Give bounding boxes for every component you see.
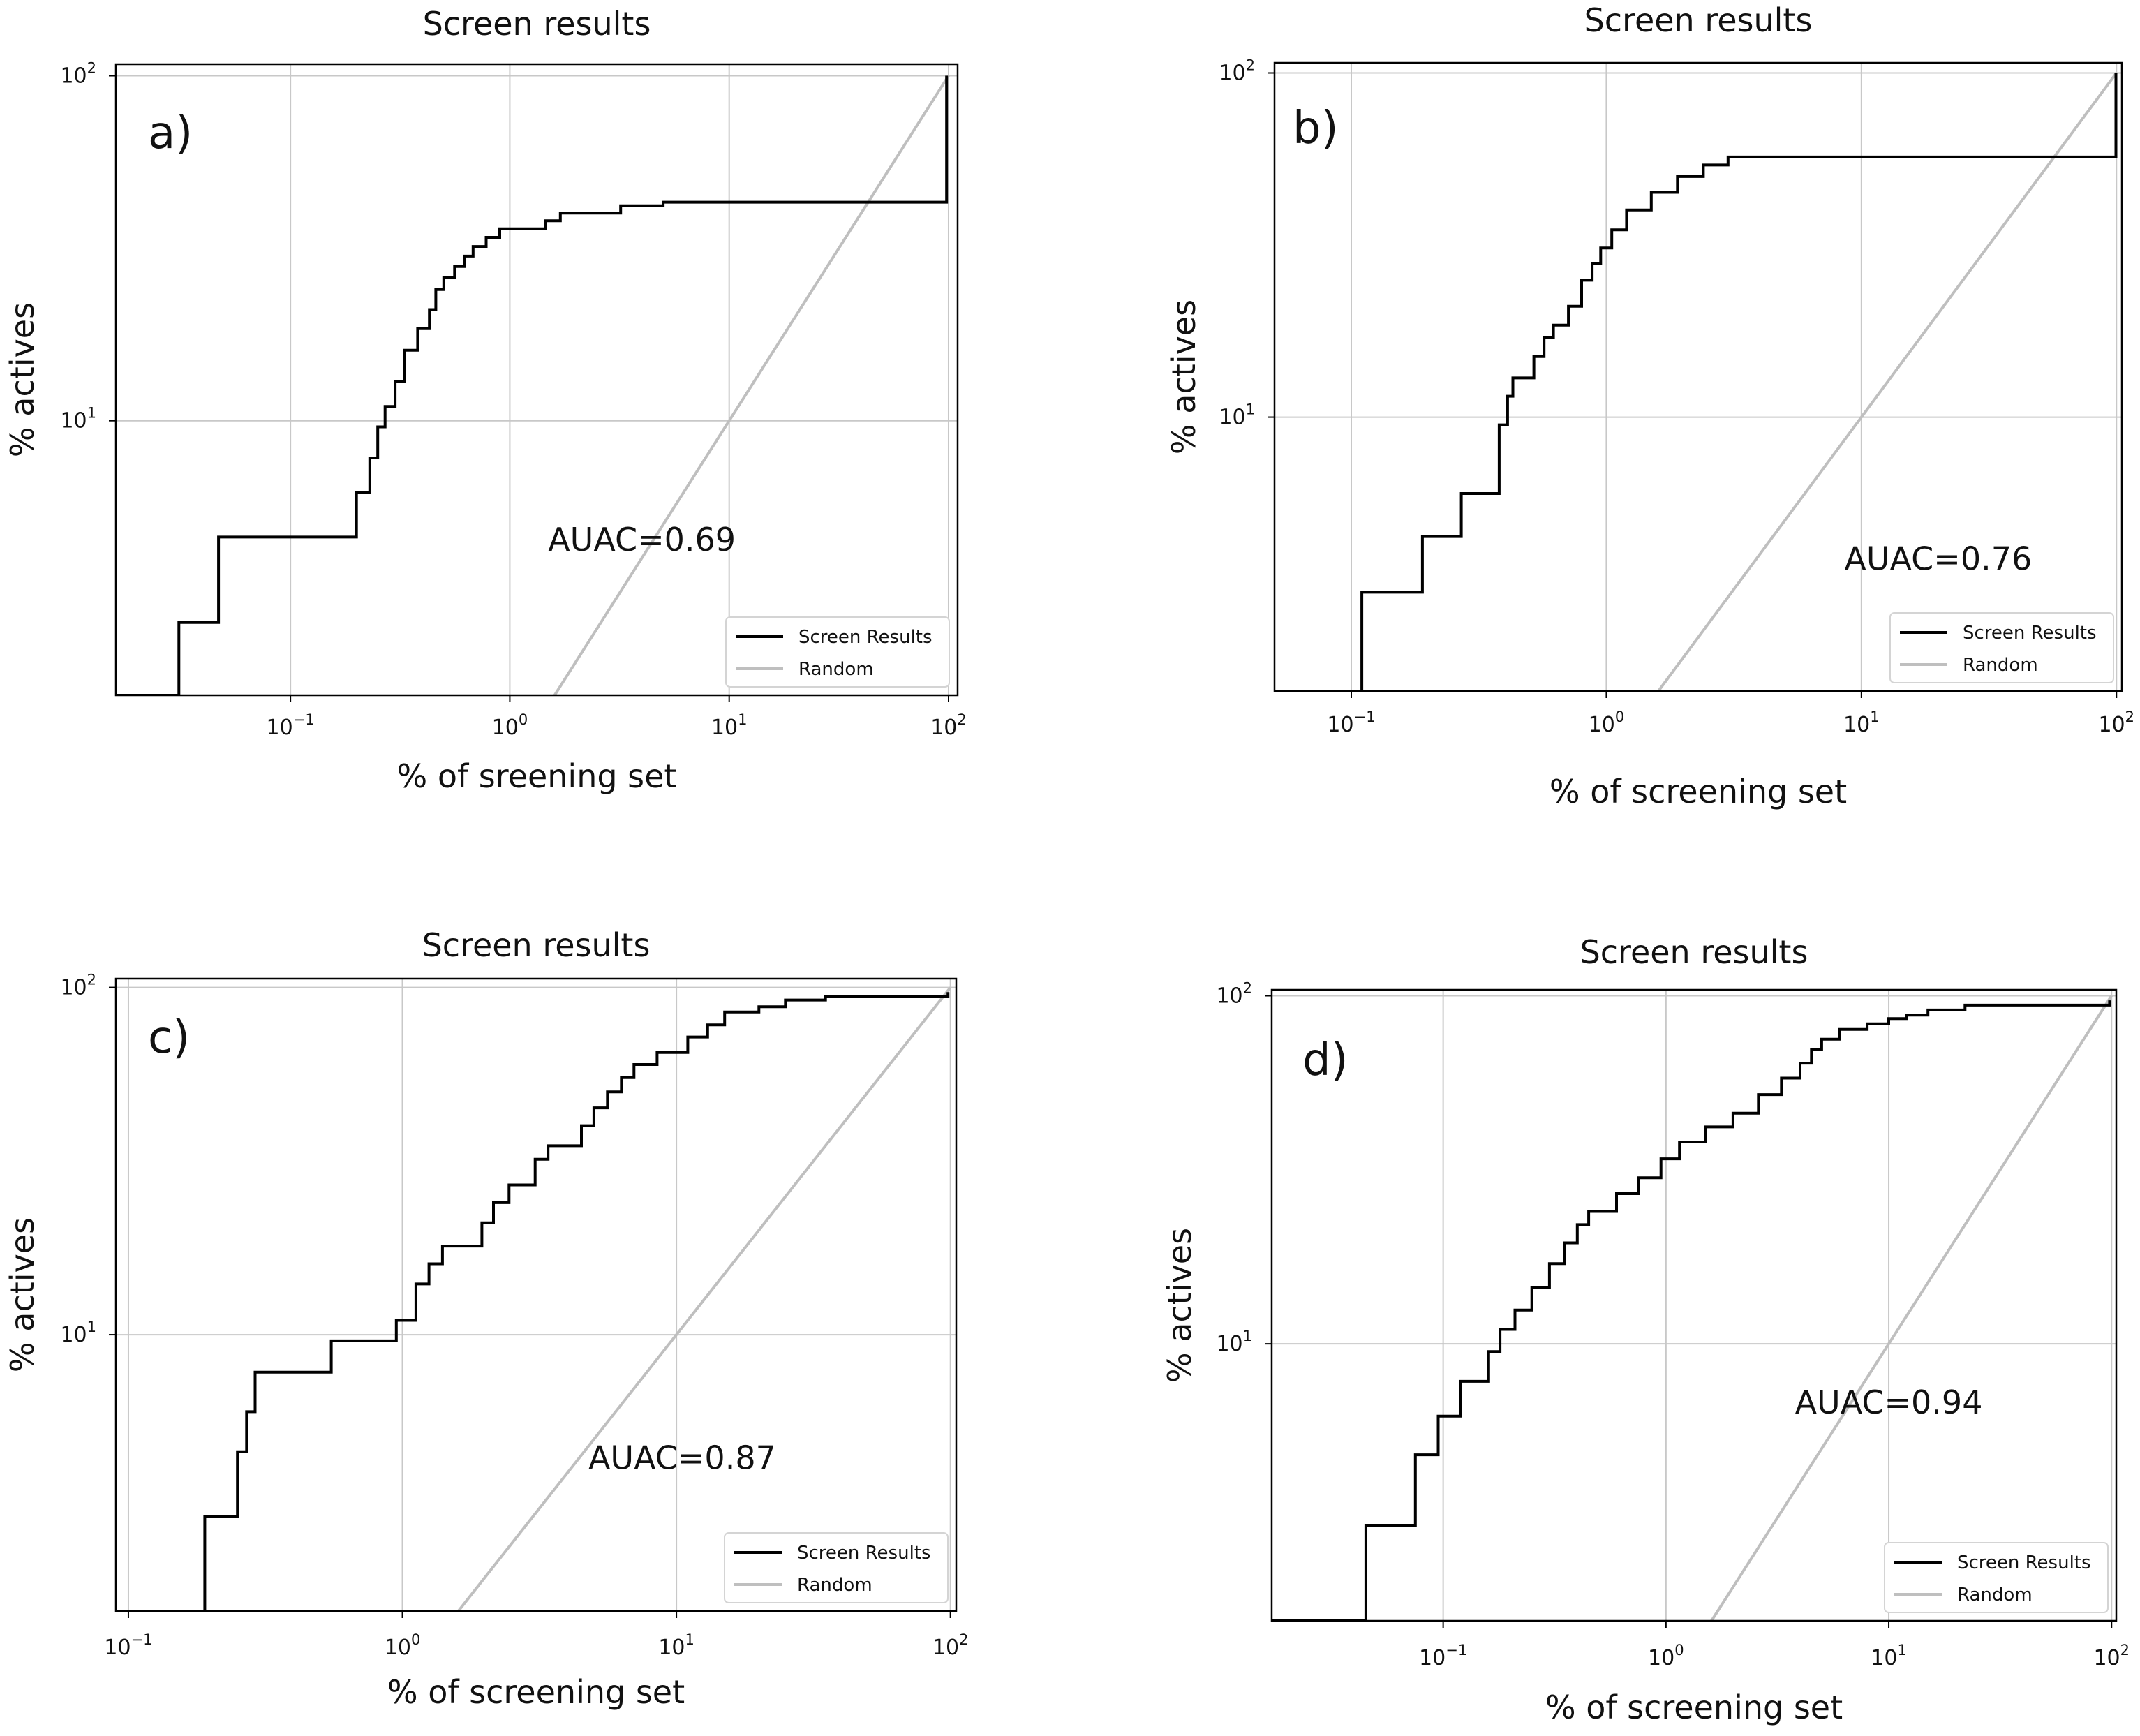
plot-frame [114, 63, 959, 697]
x-tick-label: 10−1 [1419, 1642, 1467, 1670]
x-tick-label: 102 [2098, 709, 2134, 737]
auac-annotation: AUAC=0.87 [588, 1439, 776, 1477]
random-series-line [1657, 72, 2118, 691]
auac-annotation: AUAC=0.69 [548, 521, 736, 558]
x-axis-label: % of screening set [1545, 1689, 1843, 1726]
chart-panel-4: 10−1 100 101 102 101 102 Screen results % of sc… [1161, 933, 2130, 1726]
legend: Screen Results Random [1889, 612, 2114, 683]
legend-label-random: Random [798, 659, 874, 680]
y-tick-label: 102 [60, 60, 96, 89]
panel-letter: d) [1302, 1034, 1348, 1086]
legend: Screen Results Random [1884, 1542, 2109, 1613]
screen-results-series-line [116, 75, 949, 695]
y-tick-label: 101 [60, 405, 96, 433]
x-axis-label: % of sreening set [397, 757, 677, 795]
legend-label-screen-results: Screen Results [798, 627, 932, 648]
auac-annotation: AUAC=0.94 [1795, 1383, 1983, 1421]
legend: Screen Results Random [724, 1532, 949, 1603]
y-axis-label: % actives [3, 302, 41, 457]
chart-panel-1: 10−1 100 101 102 101 102 Screen results % of sr… [3, 5, 967, 795]
legend: Screen Results Random [725, 616, 950, 688]
legend-label-random: Random [1957, 1585, 2033, 1605]
chart-title: Screen results [1580, 933, 1808, 971]
y-axis-label: % actives [1165, 299, 1203, 454]
y-tick-label: 101 [60, 1319, 96, 1347]
auac-annotation: AUAC=0.76 [1844, 540, 2032, 577]
plot-frame [1270, 988, 2118, 1622]
random-series-line [1710, 995, 2113, 1621]
y-tick-label: 101 [1216, 1328, 1252, 1356]
panel-letter: b) [1293, 103, 1339, 154]
x-tick-label: 100 [1648, 1642, 1684, 1670]
x-tick-label: 101 [1843, 709, 1880, 737]
legend-label-screen-results: Screen Results [797, 1543, 931, 1564]
x-tick-label: 102 [2093, 1642, 2130, 1670]
y-axis-label: % actives [1161, 1228, 1198, 1383]
y-tick-label: 101 [1219, 401, 1255, 430]
chart-panel-2: 10−1 100 101 102 101 102 Screen results % of sc… [1165, 1, 2134, 810]
chart-panel-3: 10−1 100 101 102 101 102 Screen results % of sc… [3, 926, 968, 1711]
y-tick-label: 102 [1216, 979, 1252, 1008]
y-tick-label: 102 [1219, 57, 1255, 85]
y-tick-label: 102 [60, 972, 96, 1000]
y-axis-label: % actives [3, 1217, 41, 1372]
x-tick-label: 101 [658, 1631, 694, 1660]
random-series-line [553, 75, 950, 695]
plot-frame [1273, 61, 2123, 692]
screen-results-series-line [1272, 1000, 2111, 1621]
x-tick-label: 10−1 [104, 1631, 152, 1660]
x-tick-label: 102 [930, 711, 967, 740]
x-tick-label: 101 [1871, 1642, 1907, 1670]
panel-letter: a) [148, 107, 193, 159]
x-tick-label: 100 [492, 711, 528, 740]
x-tick-label: 10−1 [267, 711, 315, 740]
chart-title: Screen results [1584, 1, 1813, 39]
random-series-line [457, 986, 952, 1611]
panel-letter: c) [148, 1012, 190, 1064]
legend-label-random: Random [797, 1575, 872, 1596]
x-tick-label: 10−1 [1327, 709, 1375, 737]
legend-label-screen-results: Screen Results [1957, 1552, 2091, 1573]
screen-results-series-line [1275, 73, 2118, 691]
x-axis-label: % of screening set [1550, 773, 1847, 810]
chart-title: Screen results [423, 5, 651, 43]
legend-label-screen-results: Screen Results [1963, 623, 2097, 644]
chart-title: Screen results [422, 926, 651, 964]
x-axis-label: % of screening set [387, 1673, 685, 1711]
x-tick-label: 100 [1589, 709, 1625, 737]
x-tick-label: 102 [932, 1631, 969, 1660]
x-tick-label: 101 [711, 711, 748, 740]
x-tick-label: 100 [385, 1631, 421, 1660]
plot-frame [114, 977, 958, 1612]
screen-results-series-line [116, 992, 950, 1611]
legend-label-random: Random [1963, 655, 2038, 676]
